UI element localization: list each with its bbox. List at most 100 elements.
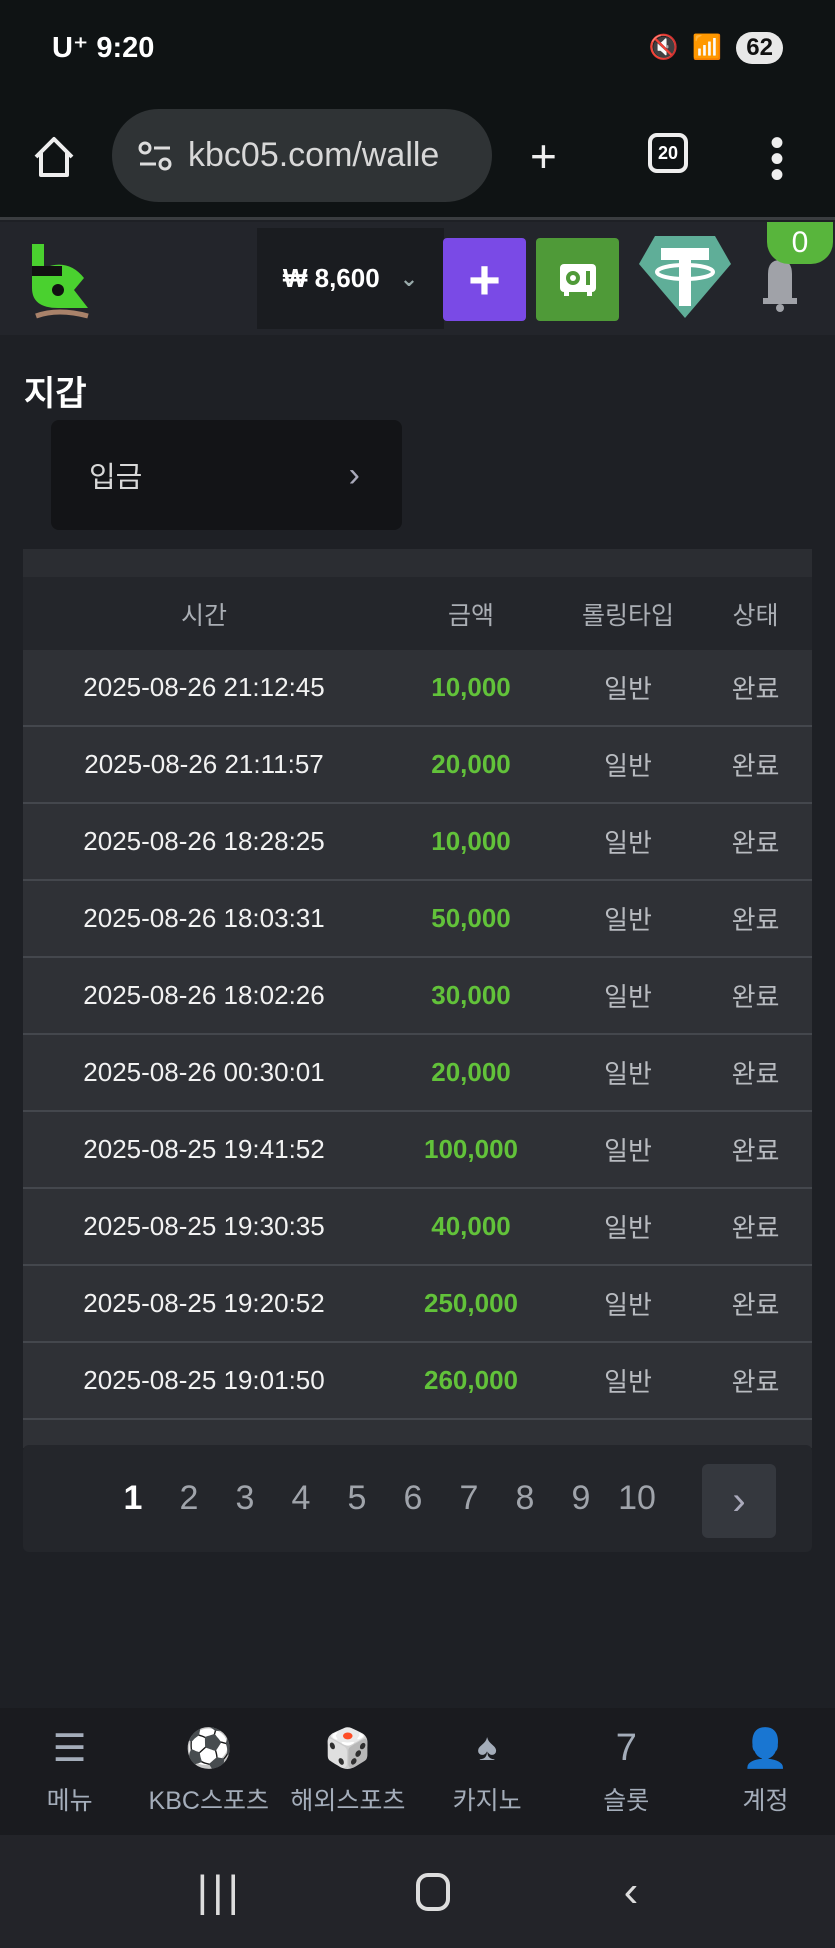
table-row: 2025-08-26 18:02:26 30,000 일반 완료 bbox=[23, 958, 812, 1035]
nav-item[interactable]: ⚽ KBC스포츠 bbox=[139, 1708, 278, 1835]
cell-time: 2025-08-26 18:03:31 bbox=[83, 903, 325, 933]
nav-label: 메뉴 bbox=[46, 1786, 93, 1815]
cell-time: 2025-08-26 21:11:57 bbox=[84, 749, 324, 779]
nav-item[interactable]: 👤 계정 bbox=[696, 1708, 835, 1835]
cell-rolling-type: 일반 bbox=[604, 674, 652, 704]
pagination: 1 2 3 4 5 6 7 8 9 10 › bbox=[23, 1445, 812, 1552]
table-row: 2025-08-26 21:11:57 20,000 일반 완료 bbox=[23, 727, 812, 804]
mute-icon: 🔇 bbox=[648, 34, 679, 61]
table-row: 2025-08-25 19:01:50 260,000 일반 완료 bbox=[23, 1343, 812, 1420]
cell-rolling-type: 일반 bbox=[604, 905, 652, 935]
page-link[interactable]: 9 bbox=[571, 1479, 591, 1517]
page-link[interactable]: 5 bbox=[347, 1479, 367, 1517]
bell-icon[interactable] bbox=[760, 252, 800, 312]
page-link[interactable]: 3 bbox=[235, 1479, 255, 1517]
system-nav-bar: ||| ‹ bbox=[0, 1835, 835, 1948]
menu-search-icon: ☰ bbox=[52, 1728, 87, 1770]
cell-time: 2025-08-25 19:01:50 bbox=[83, 1365, 325, 1395]
recent-apps-icon[interactable]: ||| bbox=[196, 1866, 243, 1916]
nav-label: 슬롯 bbox=[603, 1786, 650, 1815]
next-page-button[interactable]: › bbox=[702, 1464, 776, 1538]
url-text: kbc05.com/walle bbox=[188, 136, 440, 174]
slot-icon: 7 bbox=[615, 1727, 637, 1769]
cell-rolling-type: 일반 bbox=[604, 1367, 652, 1397]
cell-status: 완료 bbox=[731, 982, 780, 1012]
table-row: 2025-08-25 19:30:35 40,000 일반 완료 bbox=[23, 1189, 812, 1266]
cell-amount: 20,000 bbox=[431, 1057, 511, 1087]
more-menu-icon[interactable]: • • • bbox=[770, 121, 785, 197]
table-header: 시간 금액 롤링타입 상태 bbox=[23, 577, 812, 650]
page-link[interactable]: 2 bbox=[179, 1479, 199, 1517]
column-time: 시간 bbox=[180, 601, 227, 630]
cell-amount: 100,000 bbox=[424, 1134, 518, 1164]
cell-time: 2025-08-26 18:02:26 bbox=[83, 980, 325, 1010]
wifi-icon: 📶 bbox=[692, 34, 723, 61]
cell-amount: 30,000 bbox=[431, 980, 511, 1010]
page-link[interactable]: 6 bbox=[403, 1479, 423, 1517]
new-tab-icon[interactable]: + bbox=[530, 130, 557, 182]
cell-status: 완료 bbox=[731, 1136, 780, 1166]
account-icon: 👤 bbox=[741, 1727, 790, 1770]
nav-item[interactable]: ☰ 메뉴 bbox=[0, 1708, 139, 1835]
safe-button[interactable] bbox=[536, 238, 619, 321]
status-bar: U⁺ 9:20 🔇 📶 62 bbox=[0, 0, 835, 95]
site-logo[interactable] bbox=[28, 238, 94, 322]
site-settings-icon[interactable] bbox=[138, 141, 172, 171]
cell-status: 완료 bbox=[731, 1290, 780, 1320]
cell-rolling-type: 일반 bbox=[604, 982, 652, 1012]
battery-indicator: 62 bbox=[736, 31, 783, 64]
notification-badge: 0 bbox=[767, 222, 833, 264]
tether-icon[interactable] bbox=[637, 234, 733, 320]
home-button-icon[interactable] bbox=[416, 1872, 451, 1911]
cell-status: 완료 bbox=[731, 674, 780, 704]
balance-dropdown[interactable]: ₩ 8,600 ⌄ bbox=[257, 228, 444, 329]
home-icon[interactable] bbox=[32, 135, 76, 179]
cell-rolling-type: 일반 bbox=[604, 1290, 652, 1320]
cell-rolling-type: 일반 bbox=[604, 828, 652, 858]
cell-amount: 10,000 bbox=[431, 672, 511, 702]
dice-icon: 🎲 bbox=[324, 1727, 372, 1770]
nav-item[interactable]: 🎲 해외스포츠 bbox=[278, 1708, 417, 1835]
back-icon[interactable]: ‹ bbox=[623, 1866, 639, 1916]
deposit-plus-button[interactable]: + bbox=[443, 238, 526, 321]
nav-label: 해외스포츠 bbox=[290, 1786, 406, 1815]
deposit-tab[interactable]: 입금 › bbox=[51, 420, 402, 530]
page-title: 지갑 bbox=[24, 375, 87, 413]
chevron-down-icon: ⌄ bbox=[399, 265, 419, 291]
nav-label: 카지노 bbox=[452, 1786, 522, 1815]
cell-time: 2025-08-25 19:20:52 bbox=[83, 1288, 325, 1318]
tab-switcher-button[interactable]: 20 bbox=[648, 133, 688, 173]
page-link[interactable]: 8 bbox=[515, 1479, 535, 1517]
page-link[interactable]: 1 bbox=[123, 1479, 143, 1517]
cell-amount: 250,000 bbox=[424, 1288, 518, 1318]
cell-status: 완료 bbox=[731, 828, 780, 858]
clock: 9:20 bbox=[96, 32, 155, 64]
cell-rolling-type: 일반 bbox=[604, 1059, 652, 1089]
balance-value: ₩ 8,600 bbox=[282, 263, 380, 293]
page-link[interactable]: 10 bbox=[618, 1479, 656, 1517]
site-header: ₩ 8,600 ⌄ + 0 bbox=[0, 222, 835, 335]
chevron-right-icon: › bbox=[348, 455, 360, 494]
nav-item[interactable]: 7 슬롯 bbox=[557, 1708, 696, 1835]
cell-rolling-type: 일반 bbox=[604, 751, 652, 781]
safe-icon bbox=[559, 263, 596, 296]
url-bar[interactable]: kbc05.com/walle bbox=[112, 109, 492, 202]
deposit-history-table: 시간 금액 롤링타입 상태 2025-08-26 21:12:45 10,000 일… bbox=[23, 549, 812, 1448]
cell-rolling-type: 일반 bbox=[604, 1136, 652, 1166]
nav-label: 계정 bbox=[742, 1786, 789, 1815]
nav-item[interactable]: ♠ 카지노 bbox=[418, 1708, 557, 1835]
column-status: 상태 bbox=[732, 601, 779, 630]
page-link[interactable]: 7 bbox=[459, 1479, 479, 1517]
carrier: U⁺ bbox=[52, 32, 89, 64]
chevron-right-icon: › bbox=[732, 1478, 746, 1523]
cell-time: 2025-08-25 19:30:35 bbox=[83, 1211, 325, 1241]
cell-status: 완료 bbox=[731, 1367, 780, 1397]
cell-amount: 50,000 bbox=[431, 903, 511, 933]
cell-time: 2025-08-26 18:28:25 bbox=[83, 826, 325, 856]
table-row: 2025-08-26 00:30:01 20,000 일반 완료 bbox=[23, 1035, 812, 1112]
nav-label: KBC스포츠 bbox=[148, 1786, 269, 1815]
column-rolling-type: 롤링타입 bbox=[581, 601, 674, 630]
table-row: 2025-08-25 19:41:52 100,000 일반 완료 bbox=[23, 1112, 812, 1189]
cell-time: 2025-08-25 19:41:52 bbox=[83, 1134, 325, 1164]
page-link[interactable]: 4 bbox=[291, 1479, 311, 1517]
